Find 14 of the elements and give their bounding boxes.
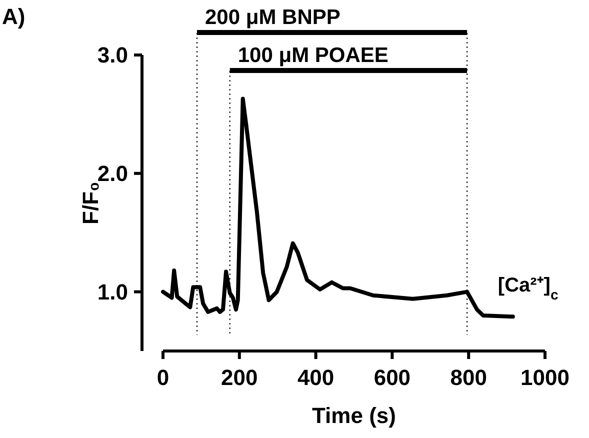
x-tick-label: 600 [374,365,411,390]
y-axis-title: F/F₀ [78,182,103,224]
ref-line-label: 200 μM BNPP [205,6,340,29]
x-tick-label: 400 [297,365,334,390]
series-label: [Ca²⁺]$_{c}$ [498,274,558,303]
x-tick-label: 1000 [520,365,570,390]
x-tick-label: 200 [221,365,258,390]
ref-line-label: 100 μM POAEE [238,44,388,67]
text: A) [2,4,26,29]
x-tick-label: 0 [156,365,170,390]
x-axis-title: Time (s) [312,403,396,428]
x-tick-label: 800 [450,365,487,390]
y-tick-label: 1.0 [97,280,128,304]
y-tick-label: 3.0 [97,42,128,68]
